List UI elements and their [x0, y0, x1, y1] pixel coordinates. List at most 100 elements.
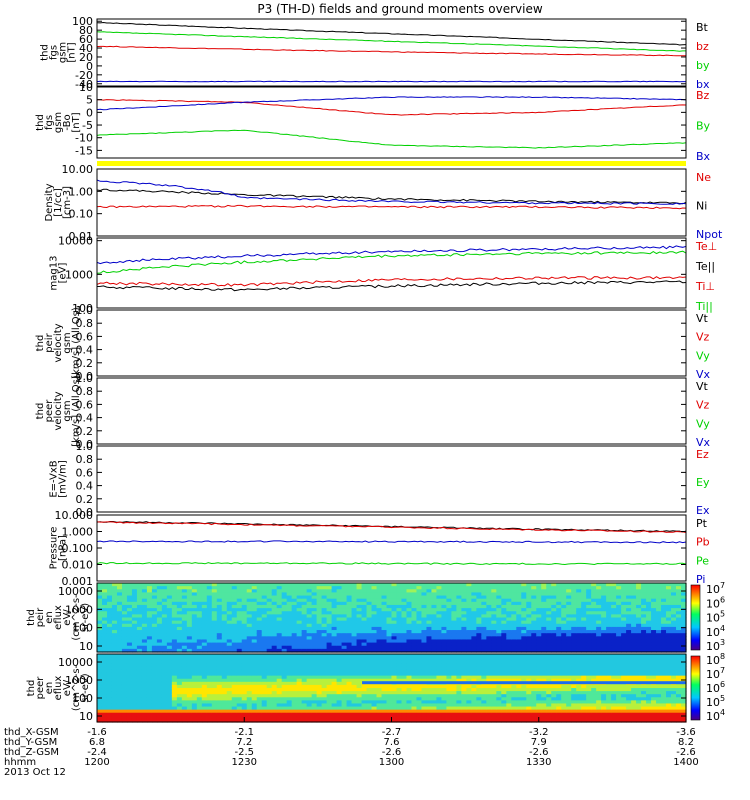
colorbar-tick-label: 107 — [706, 666, 725, 681]
y-tick-label: 0.4 — [76, 480, 94, 493]
y-tick-label: 1.000 — [62, 526, 94, 539]
legend-item: Pt — [696, 517, 708, 530]
y-label-line: [1/cc] — [53, 188, 64, 217]
x-row-value: -2.6 — [382, 747, 402, 758]
series-Ni — [96, 188, 687, 205]
legend-item: Ti⊥ — [695, 280, 715, 293]
y-label-line: eflux — [53, 676, 64, 701]
y-tick-label: 0.10 — [69, 208, 94, 221]
y-tick-label: 5 — [86, 94, 93, 107]
colorbar-tick-label: 106 — [706, 680, 725, 695]
y-label-line: Density — [44, 183, 55, 221]
colorbar — [690, 584, 701, 651]
y-label-line: thd — [40, 44, 51, 61]
y-tick-label: 0.8 — [76, 453, 94, 466]
y-tick-label: 0.0 — [76, 506, 94, 519]
colorbar — [690, 655, 701, 721]
y-label-line: eV/ — [62, 609, 73, 626]
colorbar-tick-label: 106 — [706, 595, 725, 610]
y-label-line: fgs — [44, 115, 55, 130]
series-Bt — [96, 21, 687, 46]
yellow-strip — [97, 161, 686, 166]
legend-item: Ne — [696, 171, 711, 184]
legend-item: Pb — [696, 536, 710, 549]
colorbar-tick-label: 104 — [706, 708, 725, 723]
series-bz — [96, 45, 687, 57]
colorbar-tick-label: 103 — [706, 638, 725, 653]
legend-item: Bt — [696, 21, 709, 34]
y-tick-label: 1.0 — [76, 372, 94, 385]
y-tick-label: 0.6 — [76, 330, 94, 343]
y-label-line: [cm-3] — [62, 186, 73, 219]
series-Ne — [96, 204, 687, 210]
y-tick-label: 0.100 — [62, 542, 94, 555]
series-By — [96, 129, 687, 149]
y-tick-label: 0.8 — [76, 385, 94, 398]
y-tick-label: 1000 — [65, 268, 93, 281]
series-by — [96, 31, 686, 52]
legend-item: Vz — [696, 399, 710, 412]
x-row-value: -2.5 — [234, 747, 254, 758]
panel-frame — [96, 445, 687, 513]
y-tick-label: -20 — [75, 69, 93, 82]
panel-density: 10.00 1.00 0.10 0.01 Density[1/cc][cm-3] Ne Ni… — [44, 163, 723, 243]
y-label-line: [km/s] (All Qs) — [71, 375, 82, 447]
y-label-line: thd — [35, 114, 46, 131]
y-label-line: en — [44, 682, 55, 695]
y-label-line: mag13 — [49, 256, 60, 291]
y-axis-label: mag13[eV] — [49, 256, 69, 291]
y-tick-label: 10000 — [58, 585, 93, 598]
y-label-line: [nPa] — [58, 535, 69, 561]
panel-frame — [96, 86, 687, 159]
y-tick-label: 0.2 — [76, 425, 94, 438]
y-label-line: thd — [35, 335, 46, 352]
x-axis-date: 2013 Oct 12 — [4, 767, 66, 778]
y-tick-label: -40 — [75, 78, 93, 91]
x-row-value: -2.6 — [529, 747, 549, 758]
legend-item: Ti|| — [695, 300, 713, 313]
y-label-line: eflux — [53, 605, 64, 630]
legend-item: Bz — [696, 89, 710, 102]
panel-frame — [96, 309, 687, 377]
panel-peer_vel: 1.00.80.60.40.20.0thdpeervelocitygsm[km/… — [35, 372, 711, 451]
panel-peir_en: 10710610510410310000100010010thdpeirenef… — [26, 581, 725, 653]
y-tick-label: 20 — [79, 51, 93, 64]
legend-item: Vz — [696, 331, 710, 344]
colorbar-tick-label: 104 — [706, 624, 725, 639]
y-label-line: -Bo — [62, 114, 73, 130]
x-row-value: 1200 — [84, 757, 109, 768]
y-label-line: gsm — [62, 332, 73, 353]
x-row-value: 1400 — [673, 757, 698, 768]
legend-item: Te|| — [695, 260, 715, 273]
panel-frame — [96, 377, 687, 445]
y-tick-label: 10 — [79, 710, 93, 723]
y-tick-label: 0.2 — [76, 493, 94, 506]
y-tick-label: -10 — [75, 132, 93, 145]
y-tick-label: 1.0 — [76, 440, 94, 453]
colorbar-tick-label: 105 — [706, 694, 725, 709]
series-Pe — [96, 562, 687, 566]
y-tick-label: 0.001 — [62, 575, 94, 588]
x-row-label: thd_Y-GSM — [4, 737, 57, 748]
y-tick-label: 100 — [72, 692, 93, 705]
x-row-value: 7.9 — [531, 737, 547, 748]
y-tick-label: -15 — [75, 144, 93, 157]
colorbar-tick-label: 105 — [706, 610, 725, 625]
series-Bx — [96, 96, 687, 111]
legend-item: Vx — [696, 368, 711, 381]
x-row-value: 6.8 — [89, 737, 105, 748]
panel-pressure: 10.0001.0000.1000.0100.001Pressure[nPa]P… — [49, 509, 710, 588]
y-axis-label: E=-VxB[mV/m] — [49, 460, 69, 498]
y-label-line: gsm — [58, 42, 69, 63]
panel-frame — [96, 582, 687, 653]
y-label-line: (cm^2-s- — [71, 664, 82, 711]
y-tick-label: 0.6 — [76, 466, 94, 479]
legend-item: by — [696, 59, 710, 72]
x-row-value: -2.7 — [382, 727, 402, 738]
y-label-line: Pressure — [49, 527, 60, 570]
